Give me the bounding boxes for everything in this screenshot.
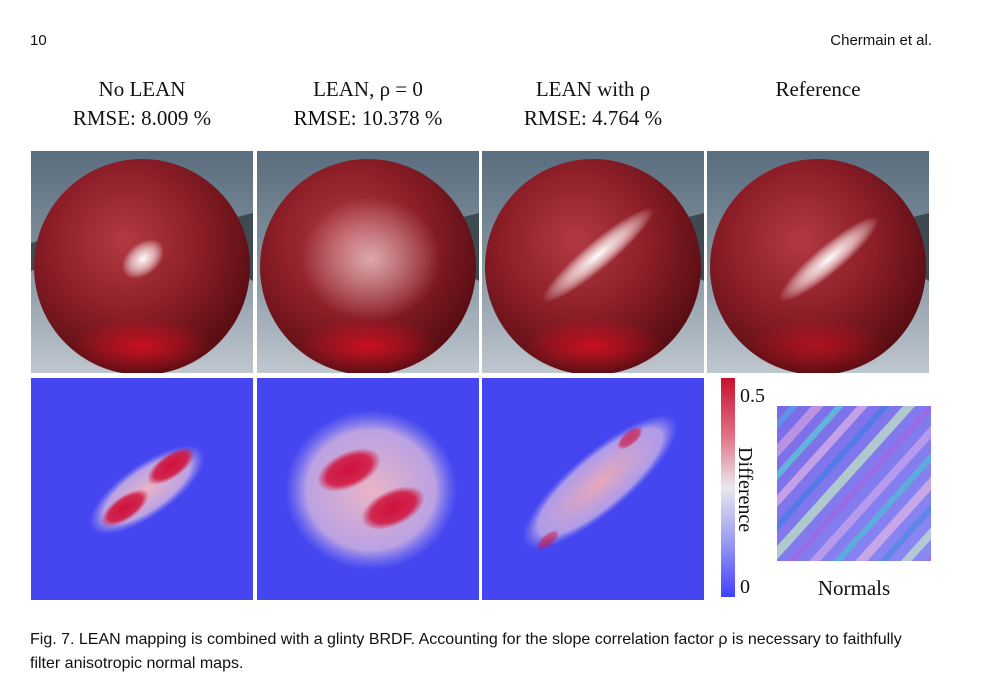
column-title: LEAN with ρ (535, 77, 651, 101)
column-rmse: RMSE: 4.764 % (523, 106, 663, 130)
column-rmse: RMSE: 8.009 % (72, 106, 212, 130)
column-title-no-lean: No LEAN RMSE: 8.009 % (31, 75, 253, 133)
column-title-lean-rho: LEAN with ρ RMSE: 4.764 % (482, 75, 704, 133)
figure-caption: Fig. 7. LEAN mapping is combined with a … (30, 631, 902, 672)
normals-label: Normals (817, 576, 891, 600)
colorbar-max-label: 0.5 (740, 385, 765, 407)
page-number: 10 (30, 32, 47, 49)
render-lean-rho (482, 151, 704, 373)
column-rmse: RMSE: 10.378 % (293, 106, 443, 130)
column-title: LEAN, ρ = 0 (313, 77, 423, 101)
normal-map-inset (777, 406, 931, 561)
difference-map-lean-rho (482, 378, 704, 600)
render-lean-rho0 (257, 151, 479, 373)
column-title-reference: Reference (707, 75, 929, 104)
running-head: Chermain et al. (830, 32, 932, 49)
difference-map-lean-rho0 (257, 378, 479, 600)
column-title-lean-rho0: LEAN, ρ = 0 RMSE: 10.378 % (257, 75, 479, 133)
column-title: Reference (775, 77, 861, 101)
colorbar-label: Difference (734, 447, 756, 533)
colorbar-min-label: 0 (740, 576, 750, 598)
column-title: No LEAN (98, 77, 186, 101)
render-no-lean (31, 151, 253, 373)
render-reference (707, 151, 929, 373)
difference-map-no-lean (31, 378, 253, 600)
colorbar (721, 378, 735, 597)
